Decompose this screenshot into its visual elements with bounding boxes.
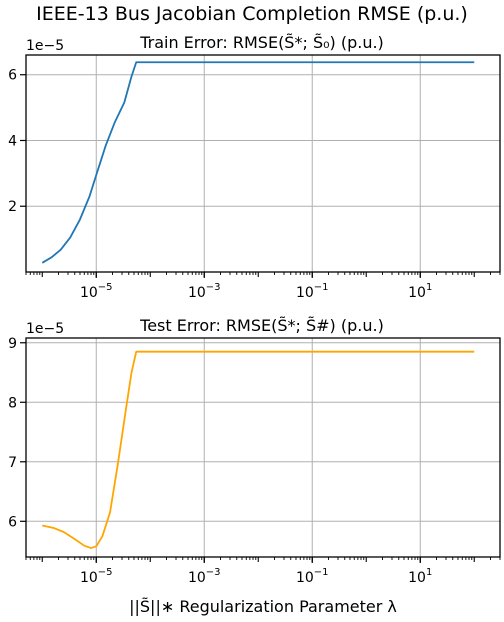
test-line-layer bbox=[42, 350, 475, 549]
train-x-tick-label: 10−3 bbox=[188, 282, 221, 301]
train-error-title: Train Error: RMSE(S̃*; S̃₀) (p.u.) bbox=[139, 33, 384, 52]
test-x-tick-label: 101 bbox=[408, 567, 432, 586]
train-line-layer bbox=[41, 61, 475, 264]
test-y-offset-text: 1e−5 bbox=[26, 321, 64, 337]
test-y-tick-label: 7 bbox=[8, 455, 17, 471]
train-y-tick-label: 6 bbox=[8, 68, 17, 84]
test-y-tick-label: 8 bbox=[8, 395, 17, 411]
test-rmse-line bbox=[42, 350, 475, 549]
test-error-title: Test Error: RMSE(S̃*; S̃#) (p.u.) bbox=[139, 316, 384, 335]
test-axes: 10−5 10−3 10−1 101 6 7 8 9 bbox=[8, 336, 501, 586]
train-x-tick-label: 10−5 bbox=[80, 282, 113, 301]
train-plot-frame bbox=[25, 54, 501, 273]
train-grid bbox=[26, 55, 500, 272]
test-x-tick-label: 10−5 bbox=[80, 567, 113, 586]
test-y-tick-label: 6 bbox=[8, 514, 17, 530]
train-y-tick-label: 4 bbox=[8, 133, 17, 149]
train-x-tick-label: 101 bbox=[408, 282, 432, 301]
train-y-offset-text: 1e−5 bbox=[26, 38, 64, 54]
figure-suptitle: IEEE-13 Bus Jacobian Completion RMSE (p.… bbox=[36, 3, 468, 25]
test-error-panel: Test Error: RMSE(S̃*; S̃#) (p.u.) 1e−5 1… bbox=[8, 316, 501, 586]
train-axes: 10−5 10−3 10−1 101 2 4 6 bbox=[8, 68, 501, 301]
x-axis-label: ||S̃||∗ Regularization Parameter λ bbox=[129, 597, 397, 616]
test-x-tick-label: 10−3 bbox=[188, 567, 221, 586]
train-rmse-line bbox=[41, 61, 475, 264]
test-y-tick-label: 9 bbox=[8, 336, 17, 352]
test-plot-frame bbox=[25, 337, 501, 558]
train-y-tick-label: 2 bbox=[8, 199, 17, 215]
train-x-tick-label: 10−1 bbox=[296, 282, 329, 301]
train-error-panel: Train Error: RMSE(S̃*; S̃₀) (p.u.) 1e−5 … bbox=[8, 33, 501, 301]
test-grid bbox=[26, 338, 500, 557]
test-x-tick-label: 10−1 bbox=[296, 567, 329, 586]
